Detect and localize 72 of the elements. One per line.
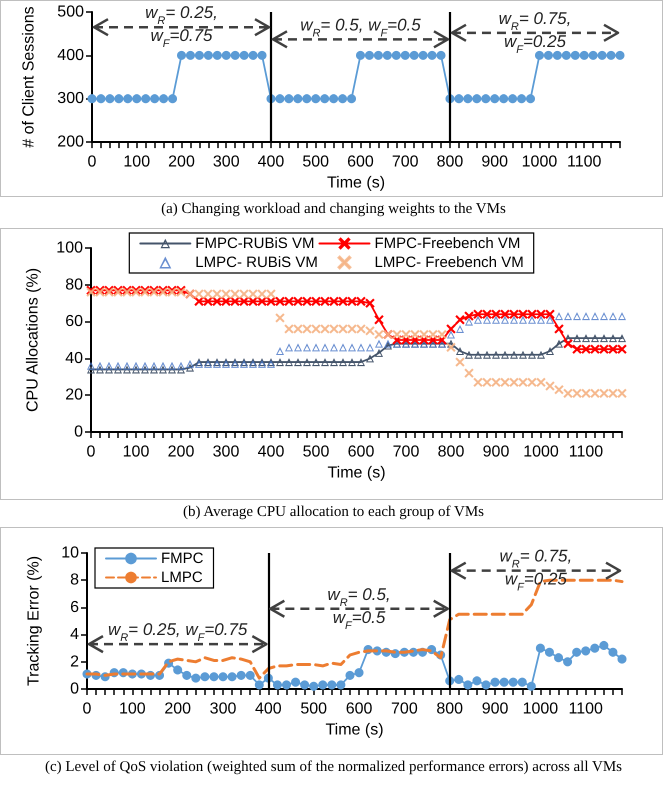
annotation: w$_{R}$= 0.25, w$_{F}$=0.75 (145, 3, 218, 50)
x-tick-label: 800 (438, 444, 464, 460)
x-tick-label: 700 (392, 154, 419, 171)
x-tick-label: 0 (88, 154, 97, 171)
legend-label: LMPC- Freebench VM (374, 254, 524, 271)
x-tick-label: 800 (436, 154, 464, 171)
x-tick-label: 0 (86, 444, 96, 460)
x-tick-label: 500 (300, 700, 328, 718)
x-tick-label: 1100 (567, 154, 602, 171)
x-tick-label: 1000 (523, 444, 559, 460)
text: (a) Changing workload and changing weights to the VMs (160, 200, 507, 218)
y-tick-label: 100 (56, 240, 84, 256)
text: (c) Level of QoS violation (weighted sum of the normalized performance errors) across all VMs (44, 758, 624, 776)
annotation: w$_{R}$= 0.75, w$_{F}$=0.25 (500, 546, 572, 594)
annotation: w$_{R}$= 0.75, w$_{F}$=0.25 (498, 8, 572, 56)
x-tick-label: 1000 (522, 700, 558, 718)
y-tick-label: 20 (65, 386, 84, 404)
x-tick-label: 100 (118, 700, 146, 718)
y-tick-label: 8 (70, 572, 80, 589)
x-tick-label: 400 (255, 700, 282, 718)
x-tick-label: 500 (302, 444, 330, 460)
y-tick-label: 80 (65, 276, 84, 294)
annotation: w$_{R}$= 0.5, w$_{F}$=0.5 (327, 584, 391, 632)
legend-label: FMPC-RUBiS VM (195, 235, 314, 252)
y-tick-label: 10 (61, 544, 80, 562)
x-tick-label: 400 (258, 444, 284, 460)
y-axis-title: CPU Allocations (%) (24, 268, 42, 412)
x-tick-label: 400 (258, 154, 284, 171)
x-axis-title: Time (s) (325, 721, 384, 738)
y-tick-label: 6 (70, 598, 80, 616)
y-axis-title: Tracking Error (%) (26, 556, 42, 686)
x-tick-label: 900 (482, 444, 510, 460)
x-tick-label: 900 (481, 154, 508, 171)
y-axis-title: # of Client Sessions (20, 6, 38, 148)
x-axis-title: Time (s) (327, 464, 386, 482)
x-axis-title: Time (s) (326, 174, 386, 192)
x-tick-label: 600 (346, 700, 372, 718)
x-tick-label: 200 (164, 700, 192, 718)
y-tick-label: 40 (65, 350, 84, 367)
x-tick-label: 200 (168, 154, 195, 171)
y-tick-label: 0 (70, 680, 80, 698)
x-tick-label: 200 (168, 444, 194, 460)
legend-label: LMPC (161, 569, 203, 586)
x-tick-label: 1100 (568, 700, 604, 718)
x-tick-label: 300 (212, 444, 240, 460)
legend-label: LMPC- RUBiS VM (195, 254, 318, 271)
y-tick-label: 60 (65, 313, 84, 330)
annotation: w$_{R}$= 0.25, w$_{F}$=0.75 (108, 620, 248, 644)
y-tick-label: 400 (57, 46, 84, 64)
x-tick-label: 500 (302, 154, 330, 171)
x-tick-label: 900 (482, 700, 508, 718)
x-tick-label: 600 (347, 154, 374, 171)
legend-label: FMPC (161, 550, 204, 567)
text: (b) Average CPU allocation to each group of VMs (182, 503, 486, 521)
x-tick-label: 300 (212, 154, 240, 171)
x-tick-label: 700 (392, 444, 420, 460)
legend-label: FMPC-Freebench VM (374, 235, 520, 252)
y-tick-label: 500 (57, 4, 84, 20)
x-tick-label: 100 (123, 154, 150, 171)
annotation: w$_{R}$= 0.5, w$_{F}$=0.5 (300, 15, 422, 40)
y-tick-label: 300 (57, 90, 84, 108)
y-tick-label: 0 (74, 424, 84, 440)
x-tick-label: 700 (391, 700, 418, 718)
y-tick-label: 4 (70, 626, 80, 644)
x-tick-label: 800 (436, 700, 464, 718)
x-tick-label: 1000 (522, 154, 558, 171)
x-tick-label: 100 (122, 444, 150, 460)
y-tick-label: 2 (70, 653, 80, 670)
y-tick-label: 200 (57, 134, 84, 151)
x-tick-label: 1100 (568, 444, 604, 460)
x-tick-label: 300 (210, 700, 236, 718)
x-tick-label: 600 (348, 444, 374, 460)
